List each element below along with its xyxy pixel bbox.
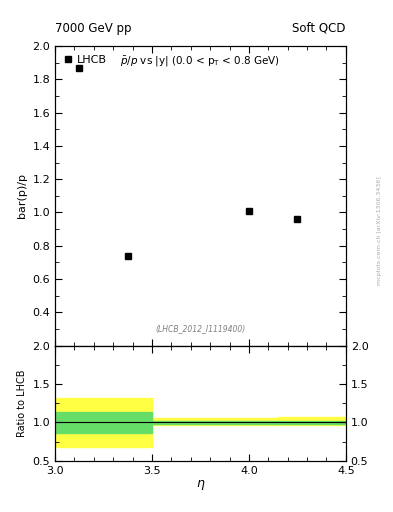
Y-axis label: bar(p)/p: bar(p)/p: [17, 174, 27, 218]
LHCB: [125, 253, 130, 259]
LHCB: [246, 208, 251, 214]
Legend: LHCB: LHCB: [61, 52, 110, 68]
Y-axis label: Ratio to LHCB: Ratio to LHCB: [17, 370, 27, 437]
LHCB: [295, 216, 300, 222]
Text: (LHCB_2012_I1119400): (LHCB_2012_I1119400): [155, 325, 246, 334]
LHCB: [77, 65, 82, 71]
X-axis label: $\eta$: $\eta$: [196, 478, 205, 493]
Text: 7000 GeV pp: 7000 GeV pp: [55, 22, 132, 35]
Line: LHCB: LHCB: [76, 64, 301, 259]
Text: Soft QCD: Soft QCD: [292, 22, 346, 35]
Text: mcplots.cern.ch [arXiv:1306.3436]: mcplots.cern.ch [arXiv:1306.3436]: [377, 176, 382, 285]
Text: $\bar{p}/p$ vs |y| (0.0 < p$_\mathrm{T}$ < 0.8 GeV): $\bar{p}/p$ vs |y| (0.0 < p$_\mathrm{T}$…: [120, 55, 281, 69]
